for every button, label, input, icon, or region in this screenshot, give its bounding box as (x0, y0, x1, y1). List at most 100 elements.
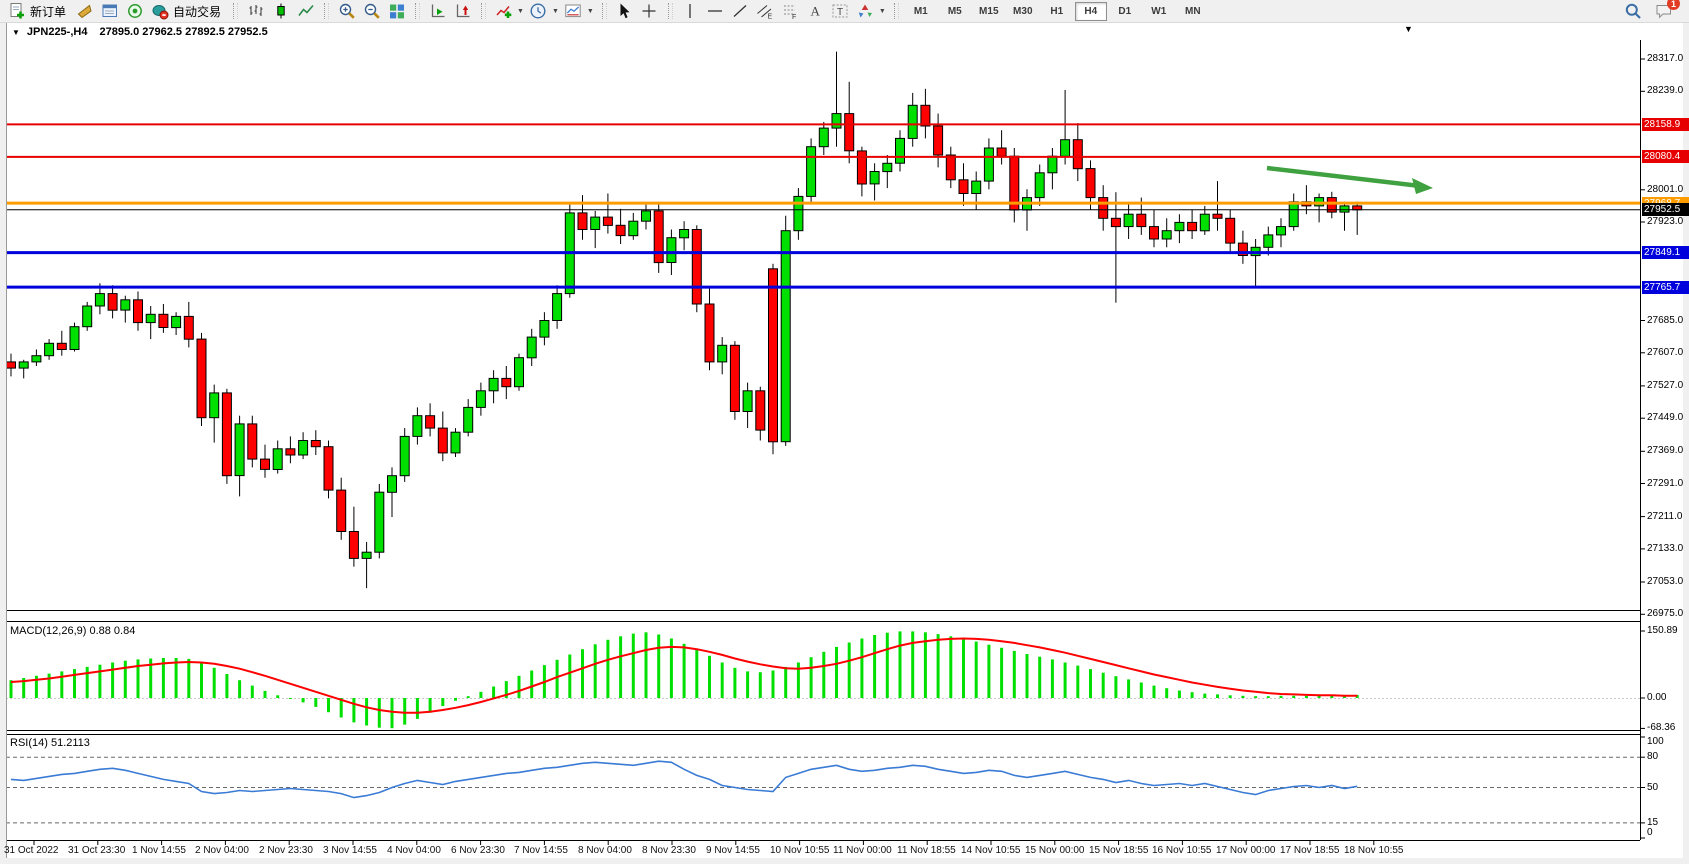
new-order-button-label: 新订单 (30, 4, 67, 19)
timeframe-d1-button[interactable]: D1 (1118, 5, 1132, 17)
time-tick-label: 9 Nov 14:55 (706, 845, 760, 856)
notifications-button[interactable]: 1 (1655, 0, 1680, 20)
timeframe-m5-button[interactable]: M5 (947, 5, 962, 17)
tile-windows-button[interactable] (384, 0, 409, 22)
svg-text:F: F (792, 14, 796, 20)
price-tick-label: 26975.0 (1647, 608, 1684, 619)
price-tick-label: 28001.0 (1647, 184, 1684, 195)
price-level-badge: 27849.1 (1642, 246, 1689, 259)
bar-chart-button[interactable] (243, 0, 268, 22)
fibonacci-button[interactable]: F (778, 0, 803, 22)
line-chart-icon (297, 4, 314, 16)
macd-indicator-label: MACD(12,26,9) 0.88 0.84 (10, 625, 136, 637)
chart-dropdown-icon[interactable]: ▼ (12, 27, 20, 37)
chevron-down-icon[interactable]: ▼ (878, 7, 886, 15)
toolbar-grip (667, 3, 673, 19)
chart-window[interactable] (6, 23, 1683, 858)
chart-shift-button[interactable] (450, 0, 475, 22)
text-label-button[interactable]: T (828, 0, 853, 22)
auto-trading-icon (152, 5, 169, 20)
time-tick-label: 16 Nov 10:55 (1152, 845, 1212, 856)
candle-chart-button[interactable] (268, 0, 293, 22)
price-level-badge: 28158.9 (1642, 118, 1689, 131)
timeframe-mn-button[interactable]: MN (1185, 5, 1201, 17)
line-chart-button[interactable] (293, 0, 318, 22)
indicators-button[interactable] (491, 0, 516, 22)
svg-text:A: A (811, 4, 821, 19)
time-tick-label: 8 Nov 04:00 (578, 845, 632, 856)
bar-chart-icon (249, 5, 263, 16)
chevron-down-icon[interactable]: ▼ (551, 7, 559, 15)
price-tick-label: 27133.0 (1647, 543, 1684, 554)
vertical-line-icon (689, 4, 691, 18)
navigator-button[interactable] (122, 0, 147, 22)
chevron-down-icon[interactable]: ▼ (517, 7, 524, 15)
time-tick-label: 15 Nov 18:55 (1089, 845, 1149, 856)
cursor-button[interactable] (612, 0, 637, 22)
periods-button[interactable] (526, 0, 551, 22)
text-button[interactable]: A (803, 0, 828, 22)
zoom-out-button[interactable] (359, 0, 384, 22)
zoom-in-button[interactable] (334, 0, 359, 22)
scroll-group (425, 0, 475, 22)
arrows-icon (859, 4, 873, 18)
text-icon: A (811, 4, 821, 19)
market-watch-button[interactable] (72, 0, 97, 22)
timeframe-w1-button[interactable]: W1 (1151, 5, 1167, 17)
auto-trading-button[interactable] (147, 0, 172, 22)
chart-menu-marker[interactable]: ▼ (1404, 24, 1413, 34)
toolbar-right: 1 (1620, 0, 1680, 22)
time-tick-label: 7 Nov 14:55 (514, 845, 568, 856)
price-tick-label: 27449.0 (1647, 412, 1684, 423)
svg-text:T: T (837, 7, 843, 18)
toolbar-grip (601, 3, 607, 19)
toolbar-grip (233, 3, 239, 19)
horizontal-line-button[interactable] (703, 0, 728, 22)
trendline-button[interactable] (728, 0, 753, 22)
time-tick-label: 10 Nov 10:55 (770, 845, 830, 856)
time-tick-label: 2 Nov 04:00 (195, 845, 249, 856)
auto-scroll-button[interactable] (425, 0, 450, 22)
chevron-down-icon[interactable]: ▼ (586, 7, 594, 15)
price-tick-label: 27369.0 (1647, 445, 1684, 456)
rsi-axis-label: 50 (1647, 782, 1659, 793)
search-button[interactable] (1620, 0, 1645, 22)
search-icon (1625, 3, 1641, 19)
time-tick-label: 2 Nov 23:30 (259, 845, 313, 856)
timeframe-h4-button[interactable]: H4 (1074, 1, 1107, 21)
equidistant-channel-icon: E (757, 5, 773, 20)
periods-icon (530, 3, 546, 19)
time-axis[interactable]: 31 Oct 2022 31 Oct 23:30 1 Nov 14:55 2 Nov … (0, 841, 1689, 858)
candle-chart-icon (276, 3, 285, 19)
price-level-badge: 28080.4 (1642, 150, 1689, 163)
new-order-icon (10, 3, 24, 19)
macd-axis-label: -68.36 (1647, 722, 1676, 733)
market-watch-icon (77, 4, 92, 19)
trendline-icon (733, 5, 747, 17)
timeframe-m30-button[interactable]: M30 (1013, 5, 1033, 17)
arrows-button[interactable] (853, 0, 878, 22)
time-tick-label: 31 Oct 2022 (4, 845, 59, 856)
chart-ohlc-values: 27895.0 27962.5 27892.5 27952.5 (99, 26, 268, 38)
crosshair-icon (642, 4, 656, 18)
timeframe-m15-button[interactable]: M15 (979, 5, 999, 17)
zoom-group (334, 0, 409, 22)
time-tick-label: 14 Nov 10:55 (961, 845, 1021, 856)
templates-button[interactable] (561, 0, 586, 22)
new-order-button[interactable] (4, 0, 29, 22)
timeframe-h1-button[interactable]: H1 (1050, 5, 1064, 17)
toolbar-grip (415, 3, 421, 19)
chart-type-group (243, 0, 318, 22)
price-level-badge: 27765.7 (1642, 281, 1689, 294)
price-axis[interactable]: 28317.0 28239.0 28001.0 27923.0 27685.0 27607… (1640, 23, 1689, 840)
data-window-button[interactable] (97, 0, 122, 22)
cursor-group (612, 0, 662, 22)
vertical-line-button[interactable] (678, 0, 703, 22)
time-tick-label: 31 Oct 23:30 (68, 845, 126, 856)
zoom-out-icon (364, 3, 380, 19)
insert-group: ▼ ▼ ▼ (491, 0, 596, 22)
timeframe-m1-button[interactable]: M1 (913, 5, 928, 17)
crosshair-button[interactable] (637, 0, 662, 22)
equidistant-channel-button[interactable]: E (753, 0, 778, 22)
time-tick-label: 17 Nov 18:55 (1280, 845, 1340, 856)
